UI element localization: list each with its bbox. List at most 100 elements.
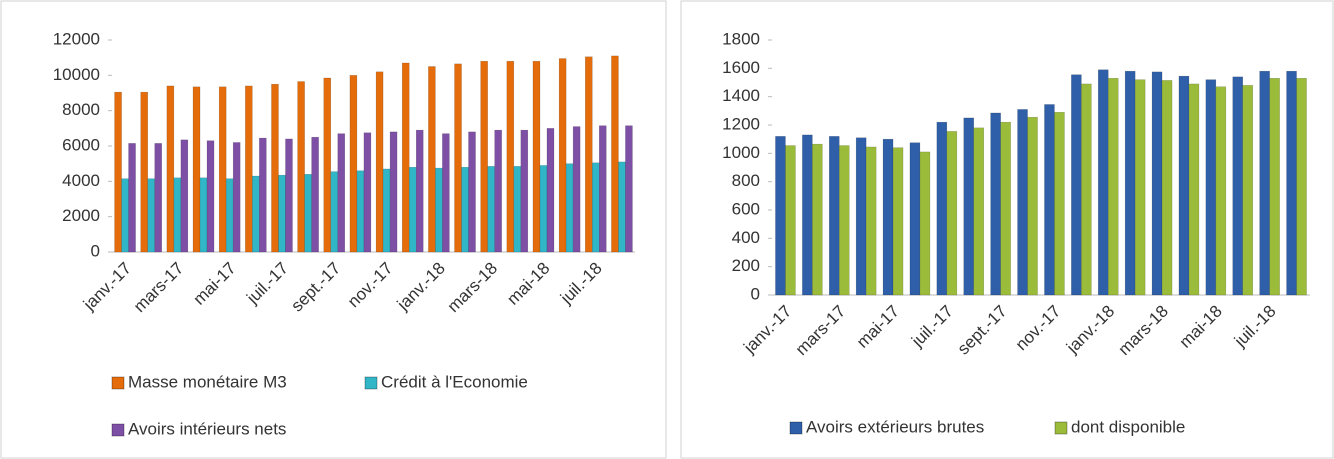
bar bbox=[785, 145, 796, 296]
bar bbox=[855, 137, 867, 296]
bar bbox=[839, 145, 850, 296]
bar bbox=[140, 91, 148, 253]
bar bbox=[1205, 79, 1217, 296]
y-tick-label: 1600 bbox=[722, 58, 760, 77]
bar bbox=[865, 146, 877, 296]
bar bbox=[401, 62, 410, 253]
y-tick-label: 200 bbox=[732, 256, 760, 275]
bar bbox=[936, 121, 948, 296]
bar bbox=[480, 60, 488, 253]
bar bbox=[259, 137, 267, 253]
bar bbox=[454, 63, 462, 253]
bar bbox=[363, 132, 372, 253]
legend-label: Avoirs intérieurs nets bbox=[128, 419, 286, 438]
bar bbox=[775, 136, 786, 296]
y-tick-label: 8000 bbox=[62, 100, 100, 119]
bar bbox=[389, 131, 398, 253]
y-tick-label: 4000 bbox=[62, 171, 100, 190]
bar bbox=[1017, 109, 1028, 296]
bar bbox=[330, 171, 339, 253]
bar bbox=[1098, 69, 1109, 296]
bar bbox=[802, 134, 813, 296]
bar bbox=[513, 166, 522, 253]
legend-swatch bbox=[364, 376, 378, 390]
bar bbox=[1081, 83, 1092, 296]
bar bbox=[225, 178, 234, 253]
y-tick-label: 1800 bbox=[722, 29, 760, 48]
bar bbox=[114, 91, 122, 253]
bar bbox=[546, 128, 555, 253]
legend-swatch bbox=[789, 421, 803, 435]
bar bbox=[572, 126, 581, 253]
bar bbox=[1232, 76, 1243, 296]
bar bbox=[1027, 116, 1038, 296]
y-tick-label: 1000 bbox=[722, 143, 760, 162]
bar bbox=[1269, 78, 1280, 296]
bar bbox=[1286, 70, 1297, 296]
y-tick-label: 10000 bbox=[53, 65, 100, 84]
bar bbox=[1000, 121, 1011, 296]
legend-label: Crédit à l'Economie bbox=[381, 372, 528, 391]
legend-swatch bbox=[111, 423, 125, 437]
bar bbox=[337, 133, 346, 253]
bar bbox=[909, 142, 921, 296]
bar bbox=[271, 83, 279, 253]
bar bbox=[278, 174, 286, 253]
bar bbox=[461, 166, 469, 253]
bar bbox=[1242, 85, 1253, 296]
bar bbox=[245, 85, 253, 253]
bar bbox=[506, 60, 515, 253]
legend-swatch bbox=[1054, 421, 1068, 435]
bar bbox=[532, 60, 541, 253]
bar bbox=[285, 138, 293, 253]
bar bbox=[128, 143, 136, 253]
bar bbox=[1124, 70, 1136, 296]
legend-label: Masse monétaire M3 bbox=[128, 372, 287, 391]
bar bbox=[539, 165, 548, 253]
bar bbox=[415, 129, 424, 253]
bar bbox=[173, 177, 182, 253]
bar bbox=[180, 139, 189, 253]
bar bbox=[218, 86, 227, 253]
bar bbox=[625, 125, 633, 253]
y-tick-label: 12000 bbox=[53, 29, 100, 48]
bar bbox=[192, 86, 201, 253]
bar bbox=[375, 71, 384, 253]
bar bbox=[408, 166, 417, 253]
y-tick-label: 800 bbox=[732, 171, 760, 190]
bar bbox=[1134, 79, 1146, 296]
bar bbox=[442, 133, 450, 253]
bar bbox=[1108, 78, 1119, 296]
bar bbox=[494, 129, 502, 253]
y-tick-label: 1200 bbox=[722, 114, 760, 133]
bar bbox=[1215, 86, 1227, 296]
bar bbox=[304, 174, 312, 253]
bar bbox=[599, 125, 607, 253]
bar bbox=[468, 131, 476, 253]
bar bbox=[1161, 80, 1173, 296]
bar bbox=[592, 162, 600, 253]
bar bbox=[1054, 112, 1065, 296]
bar bbox=[323, 77, 332, 253]
y-tick-label: 2000 bbox=[62, 206, 100, 225]
legend-label: Avoirs extérieurs brutes bbox=[806, 417, 984, 436]
bar bbox=[232, 142, 241, 253]
bar bbox=[973, 127, 984, 296]
bar bbox=[520, 129, 529, 253]
y-tick-label: 400 bbox=[732, 228, 760, 247]
bar bbox=[892, 147, 904, 296]
bar bbox=[990, 112, 1001, 296]
bar bbox=[1259, 70, 1270, 296]
bar bbox=[1071, 74, 1082, 296]
legend-label: dont disponible bbox=[1071, 417, 1185, 436]
bar bbox=[919, 151, 931, 296]
bar bbox=[311, 136, 319, 253]
bar bbox=[946, 131, 958, 296]
y-tick-label: 1400 bbox=[722, 86, 760, 105]
bar bbox=[1044, 104, 1055, 296]
bar bbox=[611, 55, 619, 253]
bar bbox=[121, 178, 129, 253]
y-tick-label: 6000 bbox=[62, 135, 100, 154]
bar bbox=[349, 75, 358, 253]
